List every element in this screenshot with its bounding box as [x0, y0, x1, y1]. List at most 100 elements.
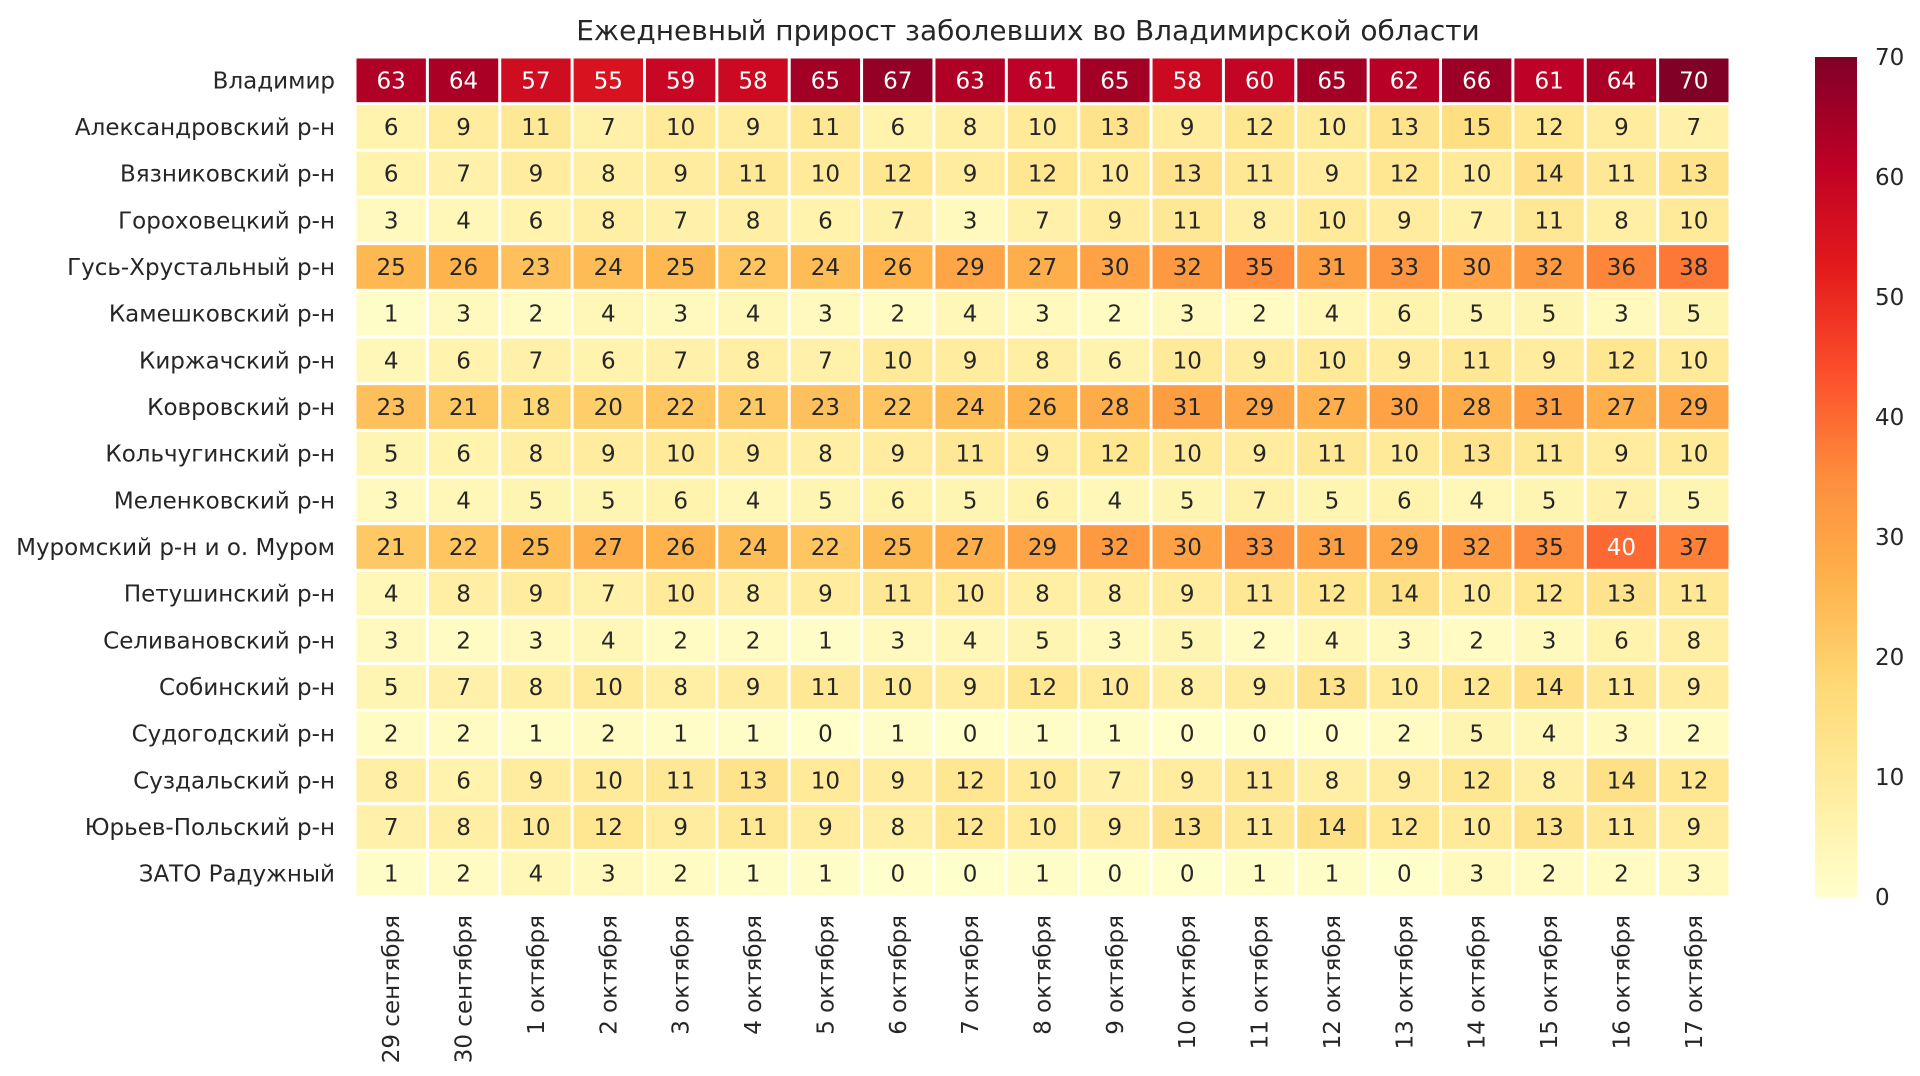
heatmap-cell [501, 58, 571, 103]
column-label: 1 октября [524, 915, 550, 1035]
heatmap-cell [1152, 618, 1222, 663]
cell-value-label: 24 [738, 535, 767, 561]
heatmap-cell [1586, 385, 1657, 429]
heatmap-cell [1442, 525, 1512, 569]
cell-value-label: 3 [1180, 302, 1195, 328]
row-label: Вязниковский р-н [120, 162, 335, 188]
cell-value-label: 11 [1245, 815, 1274, 841]
cell-value-label: 10 [955, 582, 984, 608]
heatmap-cell [1586, 338, 1657, 383]
heatmap-cell [718, 711, 788, 756]
cell-value-label: 2 [529, 302, 544, 328]
heatmap-cell [428, 58, 499, 103]
heatmap-cell [1080, 431, 1150, 476]
cell-value-label: 8 [1614, 208, 1629, 234]
cell-value-label: 2 [456, 862, 471, 888]
cell-value-label: 11 [1173, 208, 1202, 234]
cell-value-label: 6 [1614, 628, 1629, 654]
colorbar-tick-label: 60 [1875, 165, 1904, 191]
cell-value-label: 7 [456, 162, 471, 188]
heatmap-cell [1659, 478, 1729, 523]
heatmap-cell [1152, 105, 1222, 149]
heatmap-cell [1080, 711, 1150, 756]
cell-value-label: 6 [384, 162, 399, 188]
row-label: Камешковский р-н [109, 302, 335, 328]
heatmap-cell [863, 805, 933, 849]
cell-value-label: 0 [963, 722, 978, 748]
heatmap-cell [501, 711, 571, 756]
cell-value-label: 4 [963, 628, 978, 654]
column-labels: 29 сентября 30 сентября 1 октября 2 октября… [379, 915, 1708, 1063]
heatmap-cell [1152, 291, 1222, 336]
heatmap-cell [1297, 758, 1367, 803]
cell-value-label: 8 [1686, 628, 1701, 654]
heatmap-cell [935, 245, 1005, 289]
heatmap-cell [1080, 851, 1150, 896]
cell-value-label: 5 [529, 488, 544, 514]
cell-value-label: 18 [521, 395, 550, 421]
cell-value-label: 0 [1252, 722, 1267, 748]
cell-value-label: 22 [666, 395, 695, 421]
cell-value-label: 2 [1252, 628, 1267, 654]
cell-value-label: 7 [1469, 208, 1484, 234]
cell-value-label: 11 [1607, 675, 1636, 701]
cell-value-label: 8 [746, 208, 761, 234]
heatmap-cell [1659, 851, 1729, 896]
cell-value-label: 2 [456, 628, 471, 654]
heatmap-cell [1224, 851, 1295, 896]
heatmap-cell [1586, 478, 1657, 523]
cell-value-label: 35 [1245, 255, 1274, 281]
cell-value-label: 9 [818, 582, 833, 608]
cell-value-label: 10 [594, 675, 623, 701]
heatmap-cell [645, 618, 716, 663]
heatmap-cell [1514, 805, 1584, 849]
cell-value-label: 5 [1686, 302, 1701, 328]
heatmap-cell [1659, 805, 1729, 849]
heatmap-cell [428, 385, 499, 429]
cell-value-label: 26 [666, 535, 695, 561]
row-label: Юрьев-Польский р-н [85, 815, 335, 841]
heatmap-cell [863, 525, 933, 569]
cell-value-label: 2 [1614, 862, 1629, 888]
cell-value-label: 30 [1100, 255, 1129, 281]
column-label: 14 октября [1465, 915, 1491, 1049]
heatmap-cell [1297, 338, 1367, 383]
heatmap-cell [1514, 665, 1584, 709]
heatmap-cell [1007, 58, 1078, 103]
column-label: 5 октября [813, 915, 839, 1035]
heatmap-cell [501, 758, 571, 803]
cell-value-label: 65 [1317, 68, 1346, 94]
heatmap-cell [1442, 758, 1512, 803]
heatmap-cell [1586, 571, 1657, 616]
cell-value-label: 12 [1390, 162, 1419, 188]
cell-value-label: 24 [955, 395, 984, 421]
cell-value-label: 7 [1035, 208, 1050, 234]
cell-value-label: 8 [1325, 768, 1340, 794]
heatmap-cell [1224, 758, 1295, 803]
cell-value-label: 9 [1252, 348, 1267, 374]
cell-value-label: 2 [1397, 722, 1412, 748]
heatmap-cell [1297, 151, 1367, 196]
cell-value-label: 3 [1469, 862, 1484, 888]
heatmap-cell [1297, 198, 1367, 243]
row-label: Гусь-Хрустальный р-н [67, 255, 335, 281]
heatmap-cell [428, 105, 499, 149]
row-label: Меленковский р-н [114, 488, 335, 514]
cell-value-label: 3 [529, 628, 544, 654]
heatmap-cell [863, 105, 933, 149]
heatmap-cell [1514, 58, 1584, 103]
cell-value-label: 61 [1028, 68, 1057, 94]
cell-value-label: 63 [377, 68, 406, 94]
cell-value-label: 2 [384, 722, 399, 748]
cell-value-label: 10 [594, 768, 623, 794]
cell-value-label: 3 [1542, 628, 1557, 654]
cell-value-label: 10 [1462, 815, 1491, 841]
heatmap-cell [790, 338, 861, 383]
cell-value-label: 31 [1317, 535, 1346, 561]
heatmap-cell [1297, 478, 1367, 523]
heatmap-cell [356, 105, 426, 149]
heatmap-cell [718, 665, 788, 709]
cell-value-label: 25 [377, 255, 406, 281]
row-label: Гороховецкий р-н [118, 208, 335, 234]
heatmap-cell [501, 525, 571, 569]
